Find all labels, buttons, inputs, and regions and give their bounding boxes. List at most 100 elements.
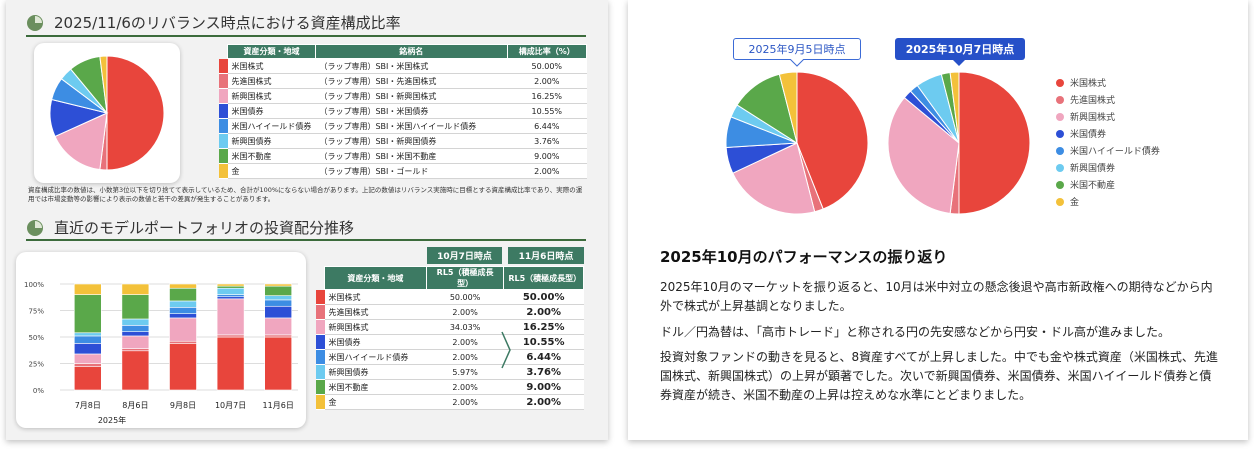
y-tick-label: 0%	[33, 387, 44, 395]
asset-color-swatch	[219, 133, 228, 149]
asset-class-cell: 新興国債券	[227, 133, 316, 149]
bar-segment	[73, 343, 102, 355]
x-tick-label: 7月8日	[75, 401, 101, 410]
asset-color-swatch	[219, 58, 228, 74]
transition-bar-chart: 100% 75% 50% 25% 0% 7月8日 8月6日 9月8日 10月7日 11月6日 202…	[24, 281, 298, 425]
bar-segment	[264, 334, 292, 338]
chevron-right-icon	[501, 331, 511, 369]
ratio-cell: 2.00%	[507, 163, 587, 179]
legend-label: 米国不動産	[1070, 181, 1116, 191]
oct-ratio-cell: 2.00%	[426, 334, 504, 350]
bar-segment	[121, 294, 150, 320]
oct-date-bubble: 2025年10月7日時点	[895, 38, 1025, 60]
asset-color-swatch	[219, 148, 228, 164]
ratio-cell: 50.00%	[507, 58, 587, 74]
bar-segment	[169, 340, 197, 344]
legend-label: 米国債券	[1070, 130, 1107, 140]
asset-color-swatch	[316, 394, 325, 410]
legend-item: 先進国株式	[1056, 91, 1160, 108]
bar-segment	[216, 287, 245, 295]
asset-class-cell: 米国ハイイールド債券	[324, 349, 427, 365]
legend-item: 米国ハイイールド債券	[1056, 142, 1160, 159]
legend-dot-icon	[1056, 197, 1064, 206]
asset-color-swatch	[316, 334, 325, 350]
asset-color-swatch	[316, 349, 325, 365]
col-oct: RL5（積極成長型）	[425, 266, 505, 290]
table-row: 新興国債券 （ラップ専用）SBI・新興国債券 3.76%	[219, 133, 587, 149]
bar-segment	[216, 283, 245, 287]
bar-segment	[169, 300, 197, 308]
legend-dot-icon	[1056, 95, 1064, 104]
allocation-note: 資産構成比率の数値は、小数第3位以下を切り捨てて表示しているため、合計が100%…	[28, 186, 583, 203]
date-oct-chip: 10月7日時点	[427, 247, 502, 264]
fund-name-cell: （ラップ専用）SBI・米国債券	[315, 103, 508, 119]
bar-segment	[121, 331, 150, 337]
performance-paragraph-fx: ドル／円為替は、「高市トレード」と称される円の先安感などから円安・ドル高が進みま…	[660, 325, 1171, 339]
nov-ratio-cell: 10.55%	[503, 334, 584, 350]
bar-segment	[73, 283, 102, 295]
y-tick-label: 25%	[28, 361, 44, 369]
transition-bar-card: 100% 75% 50% 25% 0% 7月8日 8月6日 9月8日 10月7日 11月6日 202…	[16, 252, 306, 428]
year-label: 2025年	[98, 415, 126, 425]
bar-segment	[264, 285, 292, 296]
y-tick-label: 100%	[24, 281, 44, 289]
bar-segment	[264, 317, 292, 336]
fund-name-cell: （ラップ専用）SBI・ゴールド	[315, 163, 508, 179]
bar-segment	[73, 363, 102, 367]
fund-name-cell: （ラップ専用）SBI・新興国株式	[315, 88, 508, 104]
x-tick-label: 11月6日	[263, 401, 294, 410]
bar-segment	[73, 353, 102, 364]
bar-segment	[264, 295, 292, 301]
oct-ratio-cell: 2.00%	[426, 379, 504, 395]
col-asset-class: 資産分類・地域	[324, 266, 427, 290]
fund-name-cell: （ラップ専用）SBI・米国ハイイールド債券	[315, 118, 508, 134]
asset-color-swatch	[219, 103, 228, 119]
fund-name-cell: （ラップ専用）SBI・米国株式	[315, 58, 508, 74]
asset-class-cell: 先進国株式	[227, 73, 316, 89]
oct-ratio-cell: 2.00%	[426, 304, 504, 320]
legend-dot-icon	[1056, 129, 1064, 138]
bar-segment	[264, 305, 292, 319]
ratio-cell: 10.55%	[507, 103, 587, 119]
bar-segment	[169, 307, 197, 314]
table-row: 新興国株式 （ラップ専用）SBI・新興国株式 16.25%	[219, 88, 587, 104]
nov-ratio-cell: 50.00%	[503, 289, 584, 305]
asset-class-cell: 金	[324, 394, 427, 410]
legend-label: 米国ハイイールド債券	[1070, 147, 1160, 157]
table-row: 先進国株式 （ラップ専用）SBI・先進国株式 2.00%	[219, 73, 587, 89]
oct-ratio-cell: 5.97%	[426, 364, 504, 380]
bar-segment	[169, 313, 197, 319]
legend-dot-icon	[1056, 78, 1064, 87]
legend-dot-icon	[1056, 163, 1064, 172]
performance-heading: 2025年10月のパフォーマンスの振り返り	[660, 248, 948, 266]
bubble-pointer	[790, 59, 804, 67]
bar-segment	[216, 334, 245, 338]
chart-legend: 米国株式 先進国株式 新興国株式 米国債券 米国ハイイールド債券 新興国債券 米国不動産金	[1056, 74, 1160, 210]
ratio-cell: 9.00%	[507, 148, 587, 164]
bar-segment	[216, 336, 245, 391]
bar-segment	[264, 299, 292, 307]
legend-item: 新興国株式	[1056, 108, 1160, 125]
section-title-text: 直近のモデルポートフォリオの投資配分推移	[54, 219, 355, 237]
pie-slice	[958, 71, 1031, 215]
bar-segment	[169, 317, 197, 342]
asset-class-cell: 米国株式	[324, 289, 427, 305]
pie-slice	[887, 96, 960, 214]
transition-table: 資産分類・地域 RL5（積極成長型） RL5（積極成長型） 米国株式 50.00%…	[316, 266, 584, 410]
section-divider	[26, 239, 586, 241]
legend-label: 金	[1070, 198, 1080, 208]
pie-slice	[949, 71, 960, 144]
table-row: 米国株式 50.00% 50.00%	[316, 289, 584, 305]
table-row: 米国不動産 （ラップ専用）SBI・米国不動産 9.00%	[219, 148, 587, 164]
legend-item: 金	[1056, 193, 1160, 210]
table-row: 米国株式 （ラップ専用）SBI・米国株式 50.00%	[219, 58, 587, 74]
oct-ratio-cell: 50.00%	[426, 289, 504, 305]
section-title-text: 2025/11/6のリバランス時点における資産構成比率	[54, 14, 401, 32]
asset-color-swatch	[316, 364, 325, 380]
legend-item: 米国債券	[1056, 125, 1160, 142]
asset-color-swatch	[316, 379, 325, 395]
nov-ratio-cell: 16.25%	[503, 319, 584, 335]
fund-name-cell: （ラップ専用）SBI・先進国株式	[315, 73, 508, 89]
asset-class-cell: 米国ハイイールド債券	[227, 118, 316, 134]
legend-label: 新興国株式	[1070, 113, 1116, 123]
